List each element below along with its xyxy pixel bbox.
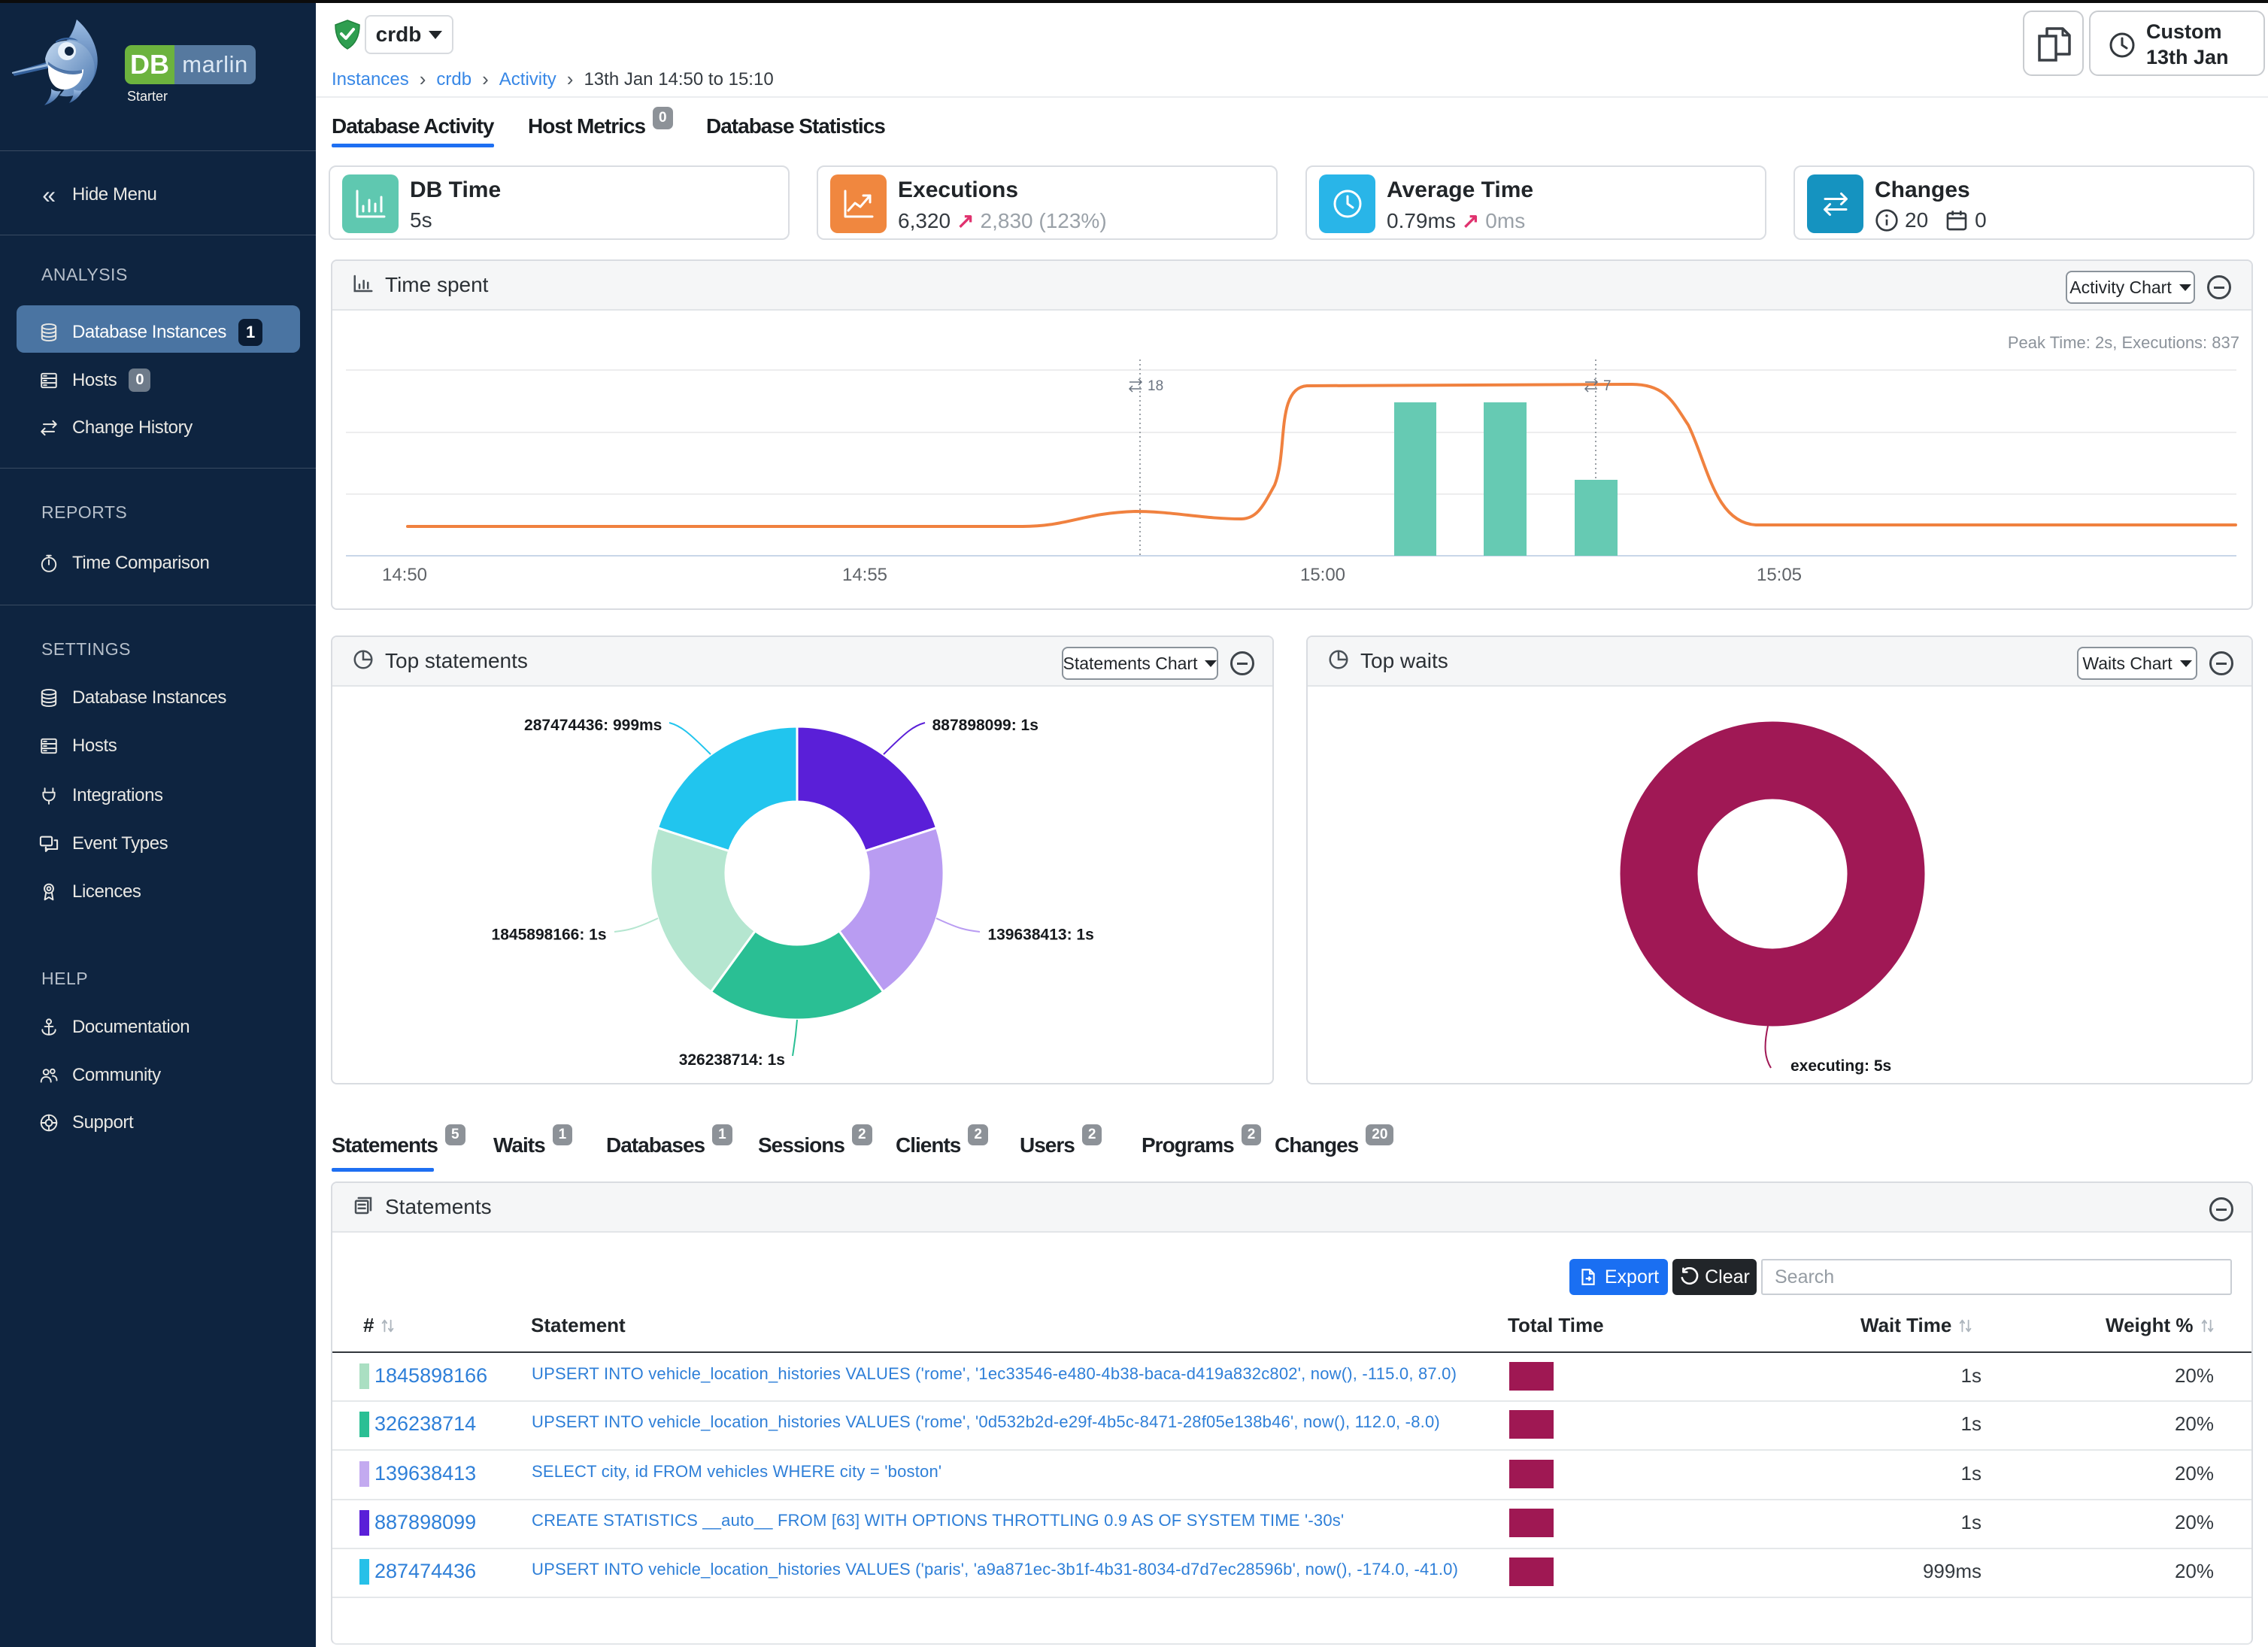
svg-text:1845898166: 1s: 1845898166: 1s — [492, 926, 607, 943]
svg-text:14:50: 14:50 — [382, 565, 427, 585]
svg-text:14:55: 14:55 — [842, 565, 887, 585]
svg-text:executing: 5s: executing: 5s — [1790, 1057, 1891, 1075]
svg-text:139638413: 1s: 139638413: 1s — [987, 926, 1093, 943]
svg-text:18: 18 — [1148, 378, 1163, 394]
svg-text:15:05: 15:05 — [1757, 565, 1802, 585]
svg-text:287474436: 999ms: 287474436: 999ms — [524, 717, 662, 734]
svg-text:15:00: 15:00 — [1300, 565, 1345, 585]
svg-text:887898099: 1s: 887898099: 1s — [932, 717, 1038, 734]
svg-text:7: 7 — [1603, 378, 1612, 394]
svg-text:326238714: 1s: 326238714: 1s — [679, 1051, 785, 1069]
